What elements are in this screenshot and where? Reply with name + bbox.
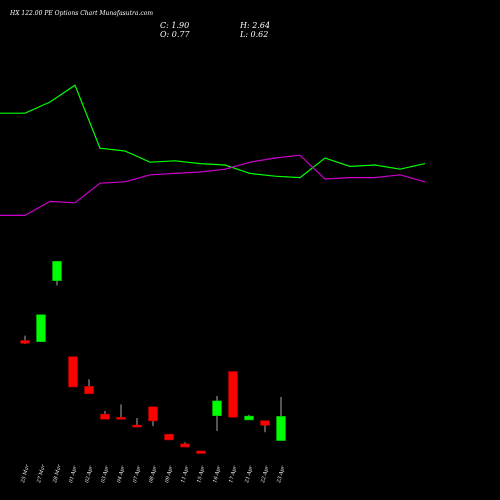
candle — [132, 418, 142, 428]
x-tick-label: 09 Apr — [164, 465, 174, 484]
candle — [164, 433, 174, 441]
candle — [36, 314, 46, 343]
candle — [20, 335, 30, 345]
candle-body — [52, 261, 62, 281]
candle-body — [180, 443, 190, 448]
candle-body — [196, 450, 206, 454]
candle — [196, 450, 206, 454]
open-value: O: 0.77 — [160, 30, 190, 39]
x-tick-label: 23 Apr — [276, 465, 287, 485]
candle-body — [244, 415, 254, 421]
x-tick-label: 11 Apr — [180, 465, 190, 484]
low-value: L: 0.62 — [240, 30, 269, 39]
x-tick-label: 16 Apr — [212, 465, 222, 484]
candle-body — [36, 314, 46, 343]
x-tick-label: 15 Apr — [196, 465, 206, 484]
candle-body — [68, 356, 78, 388]
candle-body — [276, 416, 286, 441]
candle-body — [164, 433, 174, 441]
candle — [116, 404, 126, 420]
x-tick-label: 01 Apr — [68, 465, 78, 484]
candle — [228, 371, 238, 418]
x-tick-label: 22 Apr — [260, 465, 271, 485]
candle-body — [116, 417, 126, 420]
candle — [180, 442, 190, 448]
candle-body — [228, 371, 238, 418]
candle — [260, 420, 270, 433]
candle — [212, 396, 222, 431]
x-tick-label: 07 Apr — [132, 465, 142, 484]
candle — [68, 356, 78, 388]
x-tick-label: 21 Apr — [244, 465, 255, 485]
x-tick-label: 02 Apr — [84, 465, 94, 484]
chart-title: HX 122.00 PE Options Chart Munafasutra.c… — [10, 10, 154, 17]
close-value: C: 1.90 — [160, 21, 190, 30]
x-tick-label: 27 Mar — [36, 464, 47, 485]
series-line-0 — [0, 84, 426, 179]
x-tick-label: 28 Mar — [52, 464, 63, 485]
x-tick-label: 04 Apr — [116, 465, 126, 484]
x-tick-label: 17 Apr — [228, 465, 238, 484]
x-tick-label: 25 Mar — [20, 464, 31, 485]
candle-body — [148, 406, 158, 422]
candle — [148, 406, 158, 427]
candle — [100, 410, 110, 420]
x-tick-label: 03 Apr — [100, 465, 110, 484]
candle — [52, 261, 62, 286]
x-tick-label: 08 Apr — [148, 465, 158, 484]
candle-body — [84, 386, 94, 395]
candle — [244, 414, 254, 421]
candle-body — [100, 413, 110, 420]
candle-body — [20, 340, 30, 344]
candle-body — [132, 424, 142, 428]
high-value: H: 2.64 — [240, 21, 271, 30]
candle-body — [260, 420, 270, 426]
candle — [84, 379, 94, 395]
candle — [276, 397, 286, 441]
series-line-1 — [0, 154, 426, 216]
candle-body — [212, 400, 222, 416]
